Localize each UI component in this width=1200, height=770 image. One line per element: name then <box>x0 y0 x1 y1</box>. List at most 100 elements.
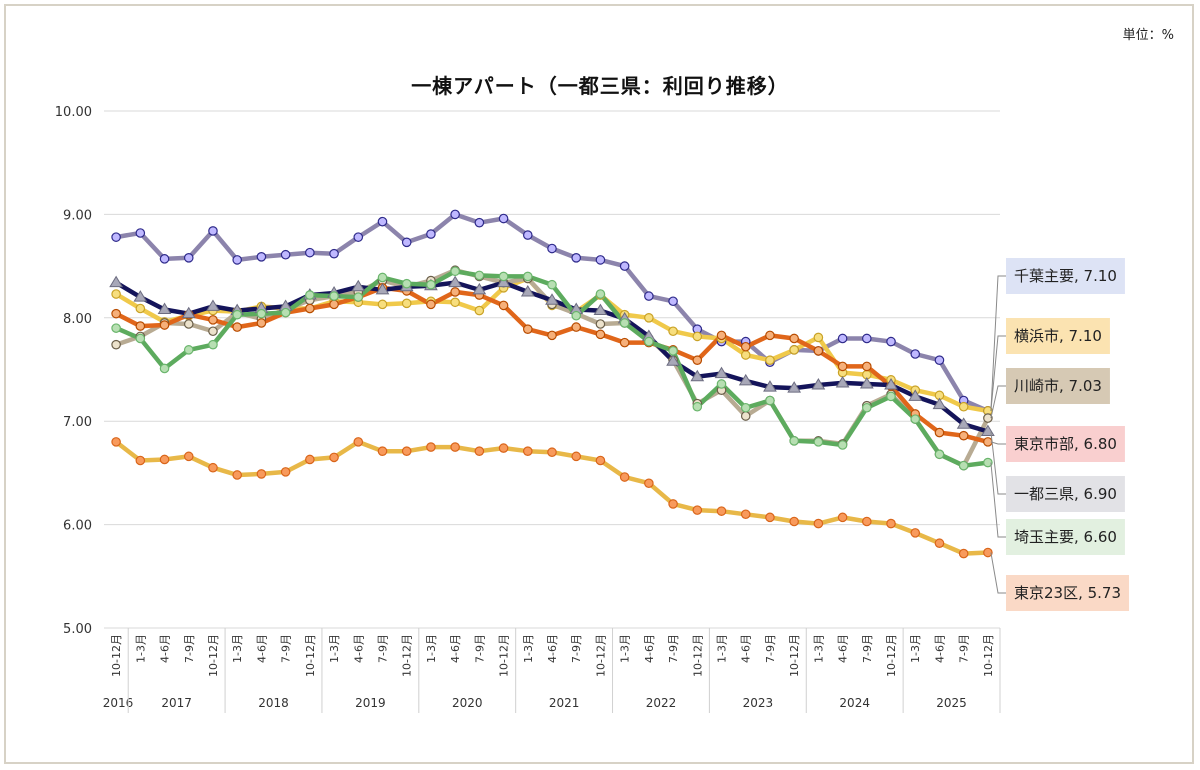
data-point <box>474 446 485 456</box>
x-tick-label: 1-3月 <box>522 634 535 663</box>
data-point <box>692 331 703 342</box>
callout-box <box>1006 426 1125 462</box>
x-tick-label: 7-9月 <box>183 634 196 663</box>
x-tick-label: 1-3月 <box>619 634 632 663</box>
data-point <box>232 470 242 480</box>
year-label: 2021 <box>549 696 580 710</box>
data-point <box>571 253 582 263</box>
data-point <box>862 333 872 344</box>
data-point <box>787 381 802 393</box>
data-point <box>910 528 921 538</box>
data-point <box>208 462 218 473</box>
data-point <box>135 455 146 466</box>
data-point <box>135 303 146 314</box>
data-point <box>329 299 339 310</box>
data-point <box>738 373 753 386</box>
data-point <box>595 319 606 329</box>
data-point <box>256 469 267 479</box>
data-point <box>862 361 872 372</box>
data-point <box>498 300 509 311</box>
data-point <box>934 449 945 460</box>
data-point <box>789 516 799 527</box>
series-lines <box>113 212 991 556</box>
data-point <box>401 298 412 309</box>
x-tick-label: 7-9月 <box>861 634 874 663</box>
data-point <box>910 414 921 424</box>
data-point <box>498 213 509 224</box>
x-tick-label: 10-12月 <box>885 634 898 677</box>
data-point <box>111 232 121 242</box>
x-tick-label: 1-3月 <box>425 634 438 663</box>
data-point <box>474 217 485 228</box>
data-point <box>835 375 850 388</box>
callout-box <box>1006 368 1110 404</box>
data-point <box>111 339 121 350</box>
data-point <box>522 230 533 240</box>
year-label: 2019 <box>355 696 386 710</box>
gridlines <box>104 110 1000 629</box>
x-tick-label: 10-12月 <box>691 634 704 677</box>
data-point <box>692 505 703 515</box>
year-label: 2018 <box>258 696 289 710</box>
callout-label: 一都三県, 6.90 <box>1014 485 1117 503</box>
data-point <box>498 443 509 453</box>
y-tick-label: 9.00 <box>63 208 92 223</box>
data-point <box>547 243 557 254</box>
data-point <box>934 355 945 365</box>
data-point <box>813 437 824 447</box>
data-point <box>353 232 364 242</box>
data-point <box>305 303 315 314</box>
data-point <box>740 411 751 421</box>
year-label: 2025 <box>936 696 967 710</box>
year-label: 2020 <box>452 696 483 710</box>
data-point <box>692 355 703 365</box>
unit-label: 単位：% <box>1122 28 1174 43</box>
data-point <box>351 279 366 292</box>
data-point <box>547 447 557 458</box>
year-label: 2023 <box>743 696 774 710</box>
data-point <box>859 377 874 389</box>
data-point <box>958 430 969 441</box>
callout-box <box>1006 575 1130 611</box>
data-point <box>571 451 582 462</box>
y-tick-label: 5.00 <box>63 622 92 637</box>
data-point <box>498 271 509 282</box>
series-markers <box>109 209 995 559</box>
data-point <box>232 322 242 332</box>
data-point <box>135 228 146 238</box>
x-tick-label: 10-12月 <box>401 634 414 677</box>
data-point <box>208 226 218 236</box>
x-tick-label: 4-6月 <box>837 634 850 663</box>
x-tick-label: 1-3月 <box>231 634 244 663</box>
callout-leader <box>990 275 1006 411</box>
data-point <box>183 319 194 329</box>
x-tick-label: 4-6月 <box>740 634 753 663</box>
data-point <box>256 308 267 319</box>
data-point <box>765 330 775 341</box>
chart-frame <box>4 4 1194 764</box>
callout-label: 東京市部, 6.80 <box>1014 435 1117 453</box>
data-point <box>740 402 751 413</box>
data-point <box>983 457 993 468</box>
data-point <box>813 346 824 356</box>
callout-leader <box>990 335 1006 411</box>
x-tick-label: 1-3月 <box>812 634 825 663</box>
y-axis-ticks: 5.00 6.00 7.00 8.00 9.00 10.00 <box>55 105 92 637</box>
data-point <box>426 442 436 452</box>
data-point <box>740 509 751 520</box>
data-point <box>886 391 896 402</box>
data-point <box>619 337 630 348</box>
data-point <box>377 299 388 310</box>
data-point <box>958 548 969 559</box>
data-point <box>862 516 872 527</box>
data-point <box>595 289 606 299</box>
data-point <box>571 310 582 321</box>
callout-leader <box>990 441 1006 445</box>
data-point <box>280 249 291 260</box>
data-point <box>206 299 220 311</box>
callout-box <box>1006 476 1125 512</box>
data-point <box>813 332 824 343</box>
data-point <box>329 291 339 301</box>
x-tick-label: 4-6月 <box>546 634 559 663</box>
x-tick-label: 7-9月 <box>958 634 971 663</box>
